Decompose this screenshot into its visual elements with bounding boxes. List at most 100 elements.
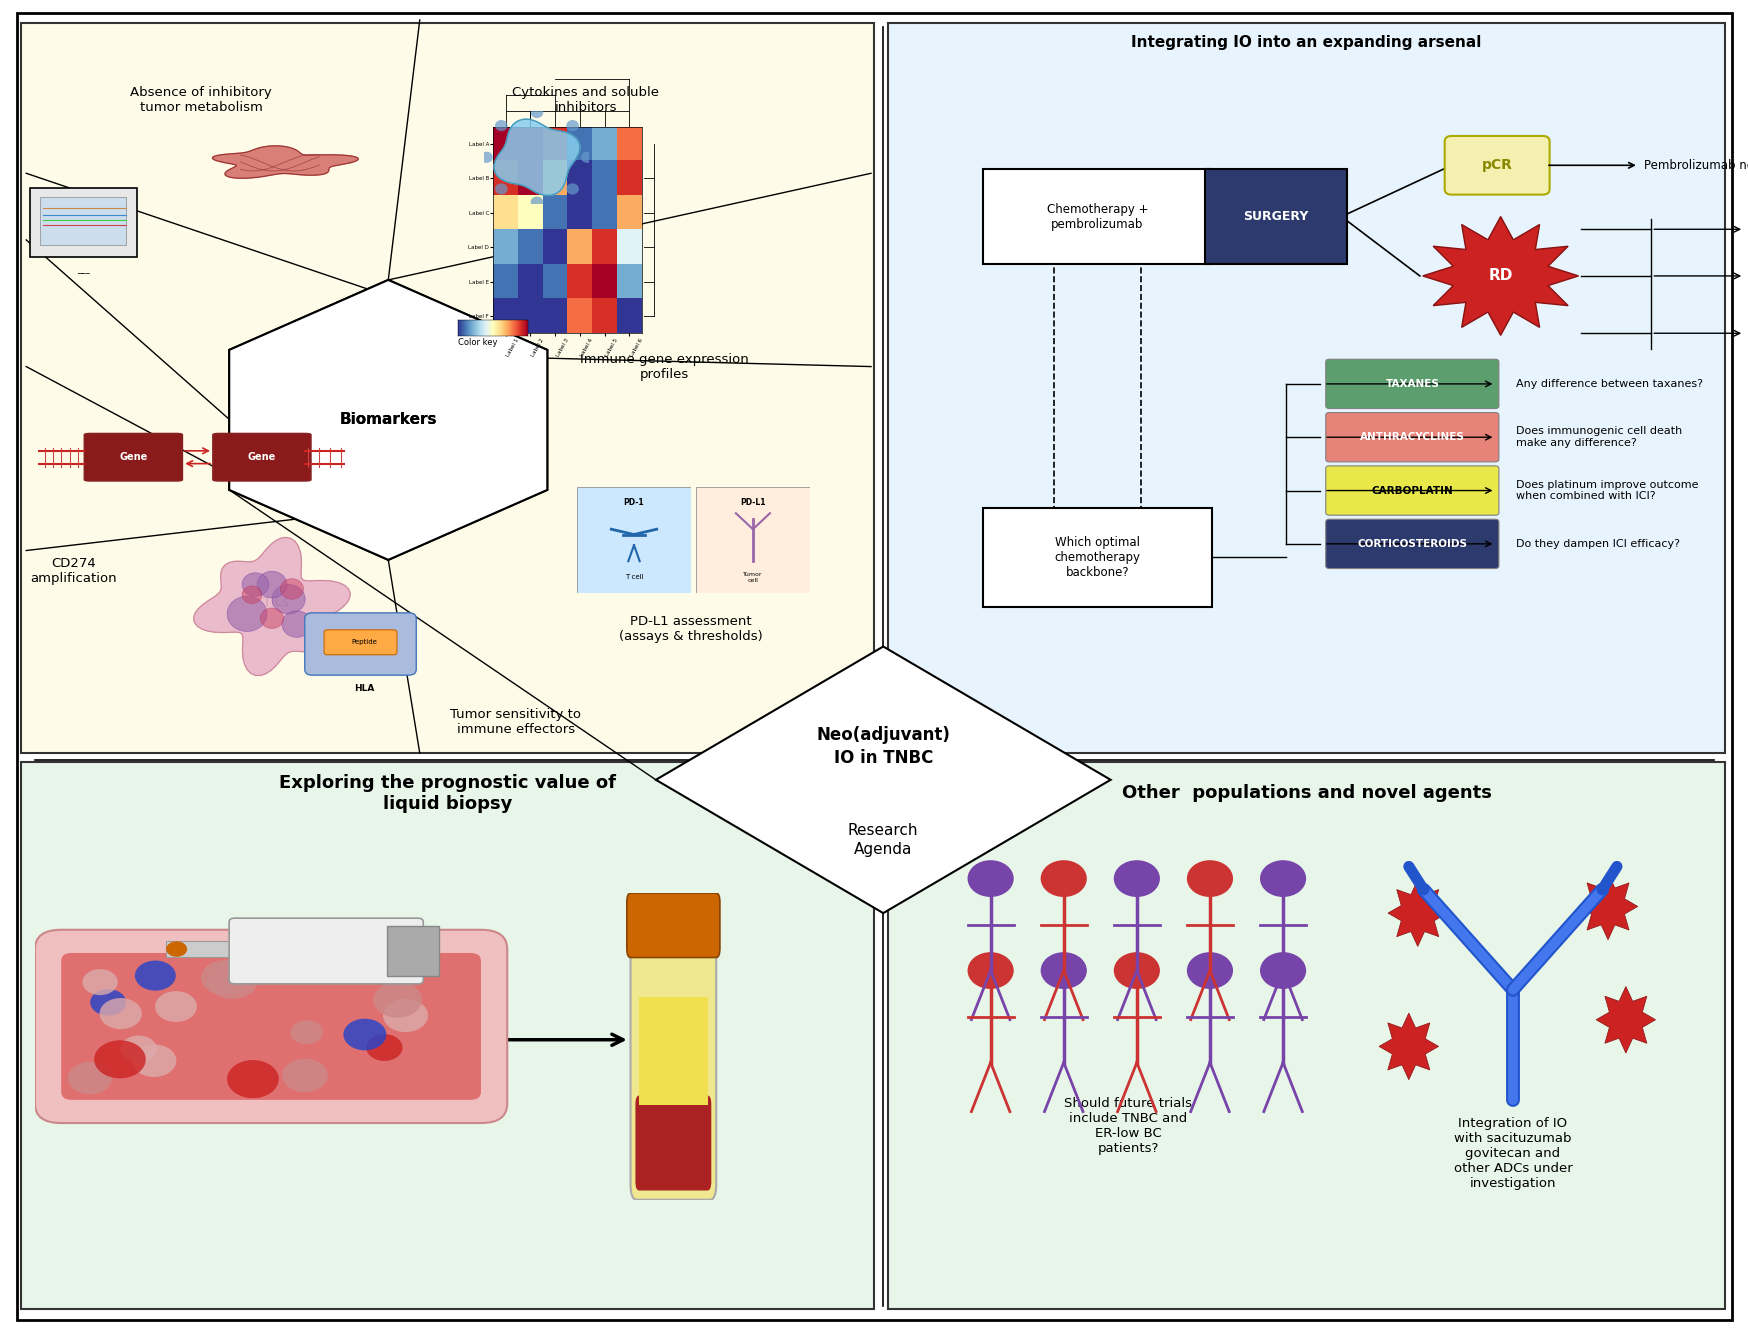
Circle shape <box>68 1061 112 1094</box>
Polygon shape <box>493 119 580 196</box>
Circle shape <box>1113 860 1159 897</box>
Text: Do they dampen ICI efficacy?: Do they dampen ICI efficacy? <box>1516 539 1680 549</box>
FancyBboxPatch shape <box>84 433 182 481</box>
FancyBboxPatch shape <box>1204 169 1346 264</box>
Text: ___: ___ <box>77 265 89 275</box>
Circle shape <box>383 998 428 1032</box>
FancyBboxPatch shape <box>1325 519 1498 568</box>
Text: Which optimal
chemotherapy
backbone?: Which optimal chemotherapy backbone? <box>1054 536 1140 579</box>
FancyBboxPatch shape <box>61 953 481 1100</box>
FancyBboxPatch shape <box>635 1096 711 1190</box>
Circle shape <box>281 1058 327 1092</box>
FancyBboxPatch shape <box>40 197 126 245</box>
Text: Gene: Gene <box>248 452 276 463</box>
Text: Biomarkers: Biomarkers <box>339 412 437 428</box>
Text: pCR: pCR <box>1481 159 1512 172</box>
Text: Integrating IO into an expanding arsenal: Integrating IO into an expanding arsenal <box>1131 35 1481 51</box>
Circle shape <box>495 120 507 131</box>
Circle shape <box>121 1036 157 1062</box>
Circle shape <box>1040 860 1086 897</box>
Circle shape <box>566 120 579 131</box>
Text: PD-L1: PD-L1 <box>739 499 766 507</box>
FancyBboxPatch shape <box>888 23 1724 753</box>
Circle shape <box>1259 860 1306 897</box>
Text: TAXANES: TAXANES <box>1384 379 1439 389</box>
Circle shape <box>365 1034 402 1061</box>
Polygon shape <box>229 280 547 560</box>
FancyBboxPatch shape <box>638 997 708 1105</box>
Text: Exploring the prognostic value of
liquid biopsy: Exploring the prognostic value of liquid… <box>280 773 615 813</box>
Text: Does platinum improve outcome
when combined with ICI?: Does platinum improve outcome when combi… <box>1516 480 1697 501</box>
Text: CARBOPLATIN: CARBOPLATIN <box>1370 485 1453 496</box>
Circle shape <box>481 152 493 163</box>
FancyBboxPatch shape <box>982 169 1211 264</box>
Circle shape <box>1187 860 1232 897</box>
Text: Biomarkers: Biomarkers <box>339 412 437 428</box>
Polygon shape <box>1596 986 1655 1053</box>
Text: Pembrolizumab needed?: Pembrolizumab needed? <box>1643 159 1748 172</box>
Circle shape <box>495 184 507 195</box>
Circle shape <box>206 961 259 998</box>
Circle shape <box>241 573 269 596</box>
Text: Research
Agenda: Research Agenda <box>848 822 918 857</box>
Text: Tumor
cell: Tumor cell <box>743 572 762 583</box>
Circle shape <box>273 584 306 613</box>
Circle shape <box>82 969 117 996</box>
Text: Any difference between taxanes?: Any difference between taxanes? <box>1516 379 1703 389</box>
Circle shape <box>280 579 304 600</box>
Circle shape <box>372 981 421 1017</box>
FancyBboxPatch shape <box>577 487 690 593</box>
Text: TMB: TMB <box>66 187 100 200</box>
Circle shape <box>1113 952 1159 989</box>
Text: Does immunogenic cell death
make any difference?: Does immunogenic cell death make any dif… <box>1516 427 1682 448</box>
Circle shape <box>91 989 126 1016</box>
Circle shape <box>201 960 248 996</box>
FancyBboxPatch shape <box>626 893 720 957</box>
Circle shape <box>530 107 544 119</box>
Text: Should future trials
include TNBC and
ER-low BC
patients?: Should future trials include TNBC and ER… <box>1063 1097 1192 1156</box>
Polygon shape <box>212 145 358 179</box>
Circle shape <box>1259 952 1306 989</box>
Text: PD-L1 assessment
(assays & thresholds): PD-L1 assessment (assays & thresholds) <box>619 615 762 644</box>
FancyBboxPatch shape <box>229 918 423 984</box>
FancyBboxPatch shape <box>696 487 809 593</box>
FancyBboxPatch shape <box>629 924 717 1200</box>
Polygon shape <box>656 647 1110 913</box>
FancyBboxPatch shape <box>982 508 1211 607</box>
Circle shape <box>227 596 267 632</box>
FancyBboxPatch shape <box>386 926 439 976</box>
Circle shape <box>227 1060 278 1098</box>
Circle shape <box>135 961 177 990</box>
Circle shape <box>257 572 287 597</box>
FancyBboxPatch shape <box>21 23 874 753</box>
FancyBboxPatch shape <box>30 188 136 257</box>
Circle shape <box>967 952 1014 989</box>
Text: SURGERY: SURGERY <box>1243 211 1308 223</box>
Circle shape <box>133 1044 177 1077</box>
Circle shape <box>241 587 262 604</box>
Circle shape <box>1187 952 1232 989</box>
Text: Color key: Color key <box>458 339 498 347</box>
FancyBboxPatch shape <box>21 762 874 1309</box>
Circle shape <box>530 196 544 208</box>
Polygon shape <box>1577 873 1636 940</box>
Circle shape <box>290 1020 323 1044</box>
Circle shape <box>156 992 198 1022</box>
Text: Tumor sensitivity to
immune effectors: Tumor sensitivity to immune effectors <box>451 708 580 737</box>
Text: Chemotherapy +
pembrolizumab: Chemotherapy + pembrolizumab <box>1045 203 1148 231</box>
Circle shape <box>967 860 1014 897</box>
Text: Cytokines and soluble
inhibitors: Cytokines and soluble inhibitors <box>512 85 659 115</box>
FancyBboxPatch shape <box>1325 359 1498 408</box>
FancyBboxPatch shape <box>213 433 311 481</box>
Text: PD-1: PD-1 <box>624 499 643 507</box>
FancyBboxPatch shape <box>166 941 245 957</box>
Text: Immune gene expression
profiles: Immune gene expression profiles <box>580 352 748 381</box>
Circle shape <box>281 611 311 637</box>
FancyBboxPatch shape <box>323 629 397 655</box>
FancyBboxPatch shape <box>1444 136 1549 195</box>
Circle shape <box>580 152 593 163</box>
Circle shape <box>1040 952 1086 989</box>
Text: T cell: T cell <box>624 575 643 580</box>
Polygon shape <box>1421 216 1578 336</box>
Text: TILs: TILs <box>264 596 288 609</box>
